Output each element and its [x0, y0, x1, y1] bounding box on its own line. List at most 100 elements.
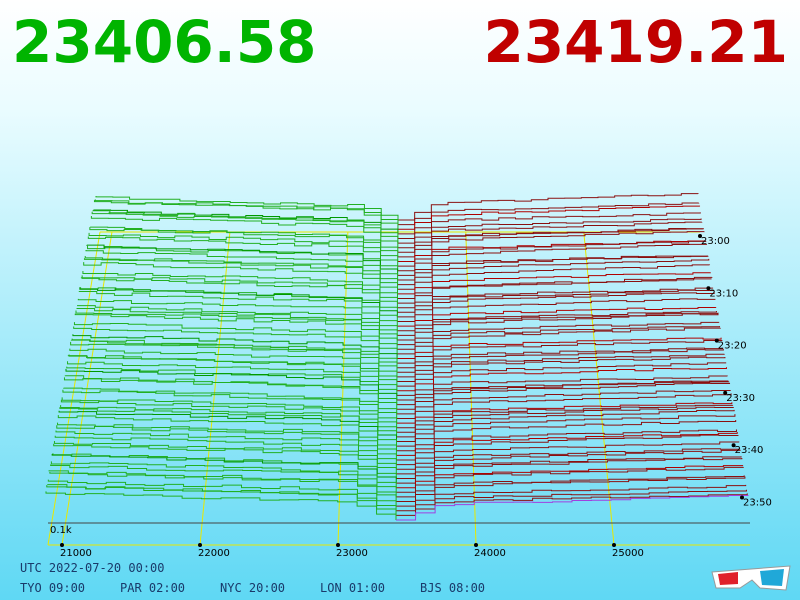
- glasses-lens-blue: [760, 569, 784, 586]
- ask-depth-row: [397, 327, 721, 355]
- price-tick: [474, 543, 478, 547]
- ask-depth-row: [397, 240, 707, 267]
- bid-depth-row: [82, 270, 398, 299]
- ask-depth-row: [396, 494, 749, 521]
- glasses-icon: [711, 565, 791, 591]
- ask-depth-row: [397, 258, 710, 286]
- bid-depth-row: [79, 287, 398, 317]
- ask-depth-row: [396, 406, 734, 433]
- bid-depth-row: [74, 313, 398, 345]
- ask-depth-row: [397, 255, 709, 281]
- bid-depth-row: [47, 479, 397, 507]
- price-label: 24000: [474, 548, 506, 559]
- price-label: 23000: [336, 548, 368, 559]
- bid-depth-row: [70, 339, 398, 368]
- ask-depth-row: [397, 228, 704, 253]
- price-tick: [198, 543, 202, 547]
- ask-depth-row: [396, 393, 732, 419]
- time-label: 23:30: [726, 393, 755, 404]
- bid-depth-row: [65, 368, 398, 400]
- price-tick: [612, 543, 616, 547]
- ask-depth-row: [396, 353, 725, 378]
- ask-depth-row: [397, 231, 705, 258]
- ask-depth-row: [396, 476, 746, 503]
- bid-depth-row: [95, 195, 399, 220]
- bid-depth-row: [63, 387, 398, 414]
- bid-depth-row: [77, 298, 398, 327]
- time-label: 23:20: [718, 341, 747, 352]
- bid-depth-row: [58, 410, 398, 442]
- ask-depth-row: [396, 409, 735, 438]
- time-label: 23:40: [735, 445, 764, 456]
- bid-depth-row: [87, 245, 399, 271]
- ask-depth-row: [397, 292, 715, 318]
- ask-depth-row: [397, 205, 701, 230]
- ask-depth-row: [396, 465, 744, 489]
- ask-depth-row: [397, 287, 714, 309]
- bid-depth-row: [50, 464, 397, 493]
- bid-depth-row: [80, 287, 398, 313]
- ask-depth-row: [397, 264, 711, 290]
- price-label: 21000: [60, 548, 92, 559]
- ask-depth-row: [396, 382, 731, 410]
- time-label: 23:00: [701, 236, 730, 247]
- ask-depth-row: [396, 367, 727, 392]
- time-zone: LON 01:00: [320, 581, 385, 595]
- ask-depth-row: [396, 449, 741, 475]
- ask-depth-row: [396, 475, 745, 498]
- ask-depth-row: [397, 243, 707, 272]
- depth-rows: [45, 193, 749, 521]
- ask-price: 23419.21: [483, 8, 788, 76]
- ask-depth-row: [396, 362, 727, 387]
- bid-depth-row: [46, 485, 397, 516]
- bid-depth-row: [57, 415, 397, 447]
- ask-depth-row: [396, 380, 730, 406]
- bid-depth-row: [83, 262, 399, 294]
- ask-depth-row: [397, 240, 706, 263]
- ask-depth-row: [397, 312, 719, 341]
- ask-depth-row: [397, 307, 717, 327]
- ask-depth-row: [396, 441, 740, 466]
- bid-depth-row: [59, 407, 398, 437]
- axis-labels: 21000 22000 23000 24000 25000 23:00 23:10 23:20…: [20, 234, 772, 595]
- ask-depth-row: [396, 489, 747, 512]
- ask-depth-row: [396, 429, 737, 452]
- bid-depth-row: [80, 277, 398, 308]
- ask-depth-row: [397, 339, 723, 364]
- ask-depth-row: [396, 466, 744, 493]
- time-tick: [714, 338, 719, 343]
- bid-price: 23406.58: [12, 8, 317, 76]
- time-label: 23:50: [743, 498, 772, 509]
- bid-depth-row: [92, 210, 399, 239]
- bid-depth-row: [45, 491, 397, 520]
- time-zone: PAR 02:00: [120, 581, 185, 595]
- bid-depth-row: [60, 405, 398, 433]
- bid-depth-row: [87, 236, 399, 267]
- price-tick: [60, 543, 64, 547]
- time-zone: BJS 08:00: [420, 581, 485, 595]
- glasses-lens-red: [718, 572, 738, 585]
- bid-depth-row: [90, 216, 399, 248]
- bid-depth-row: [53, 443, 397, 474]
- time-tick: [731, 443, 736, 448]
- time-tick: [706, 286, 711, 291]
- bid-depth-row: [56, 425, 397, 456]
- time-tick: [740, 495, 744, 500]
- time-tick: [698, 234, 702, 238]
- bid-depth-row: [78, 291, 398, 322]
- bid-depth-row: [93, 209, 399, 234]
- bid-depth-row: [93, 200, 399, 230]
- bid-depth-row: [89, 227, 399, 257]
- ask-depth-row: [397, 218, 702, 239]
- ask-depth-row: [396, 458, 743, 484]
- bid-depth-row: [73, 322, 398, 350]
- ask-depth-row: [397, 321, 720, 346]
- bid-depth-row: [67, 361, 398, 391]
- bid-depth-row: [73, 326, 398, 354]
- price-label: 22000: [198, 548, 230, 559]
- bid-depth-row: [51, 454, 397, 484]
- ask-depth-row: [396, 431, 738, 456]
- bid-depth-row: [50, 461, 397, 488]
- bid-depth-row: [88, 232, 399, 262]
- ask-depth-row: [397, 298, 716, 323]
